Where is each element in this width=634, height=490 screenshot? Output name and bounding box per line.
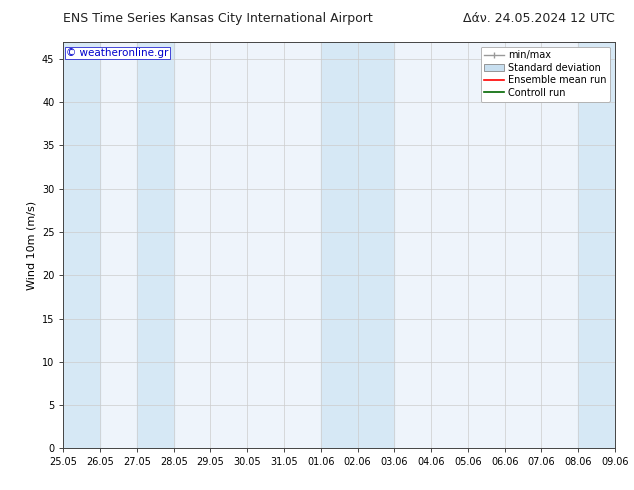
Bar [63,42,100,448]
Legend: min/max, Standard deviation, Ensemble mean run, Controll run: min/max, Standard deviation, Ensemble me… [481,47,610,101]
Text: © weatheronline.gr: © weatheronline.gr [66,48,169,58]
Text: ENS Time Series Kansas City International Airport: ENS Time Series Kansas City Internationa… [63,12,373,25]
Text: Δάν. 24.05.2024 12 UTC: Δάν. 24.05.2024 12 UTC [463,12,615,25]
Bar [321,42,394,448]
Y-axis label: Wind 10m (m/s): Wind 10m (m/s) [27,200,36,290]
Bar [578,42,615,448]
Bar [137,42,174,448]
